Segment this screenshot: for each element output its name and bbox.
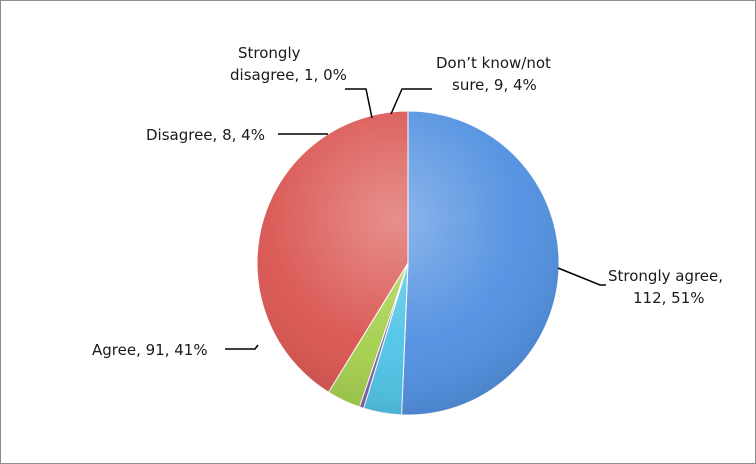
label-strongly-disagree: Strongly disagree, 1, 0%: [230, 44, 347, 84]
leader-strongly-disagree: [345, 88, 373, 119]
pie-slice-strongly-agree: [401, 110, 560, 416]
pie-slices: [256, 110, 560, 416]
label-dont-know: Don’t know/not sure, 9, 4%: [436, 54, 556, 94]
leader-dont-know: [390, 88, 432, 115]
label-disagree: Disagree, 8, 4%: [146, 126, 265, 144]
leader-strongly-agree: [557, 267, 606, 286]
leader-agree: [225, 344, 259, 350]
label-strongly-agree: Strongly agree, 112, 51%: [608, 267, 728, 307]
label-agree: Agree, 91, 41%: [92, 341, 208, 359]
